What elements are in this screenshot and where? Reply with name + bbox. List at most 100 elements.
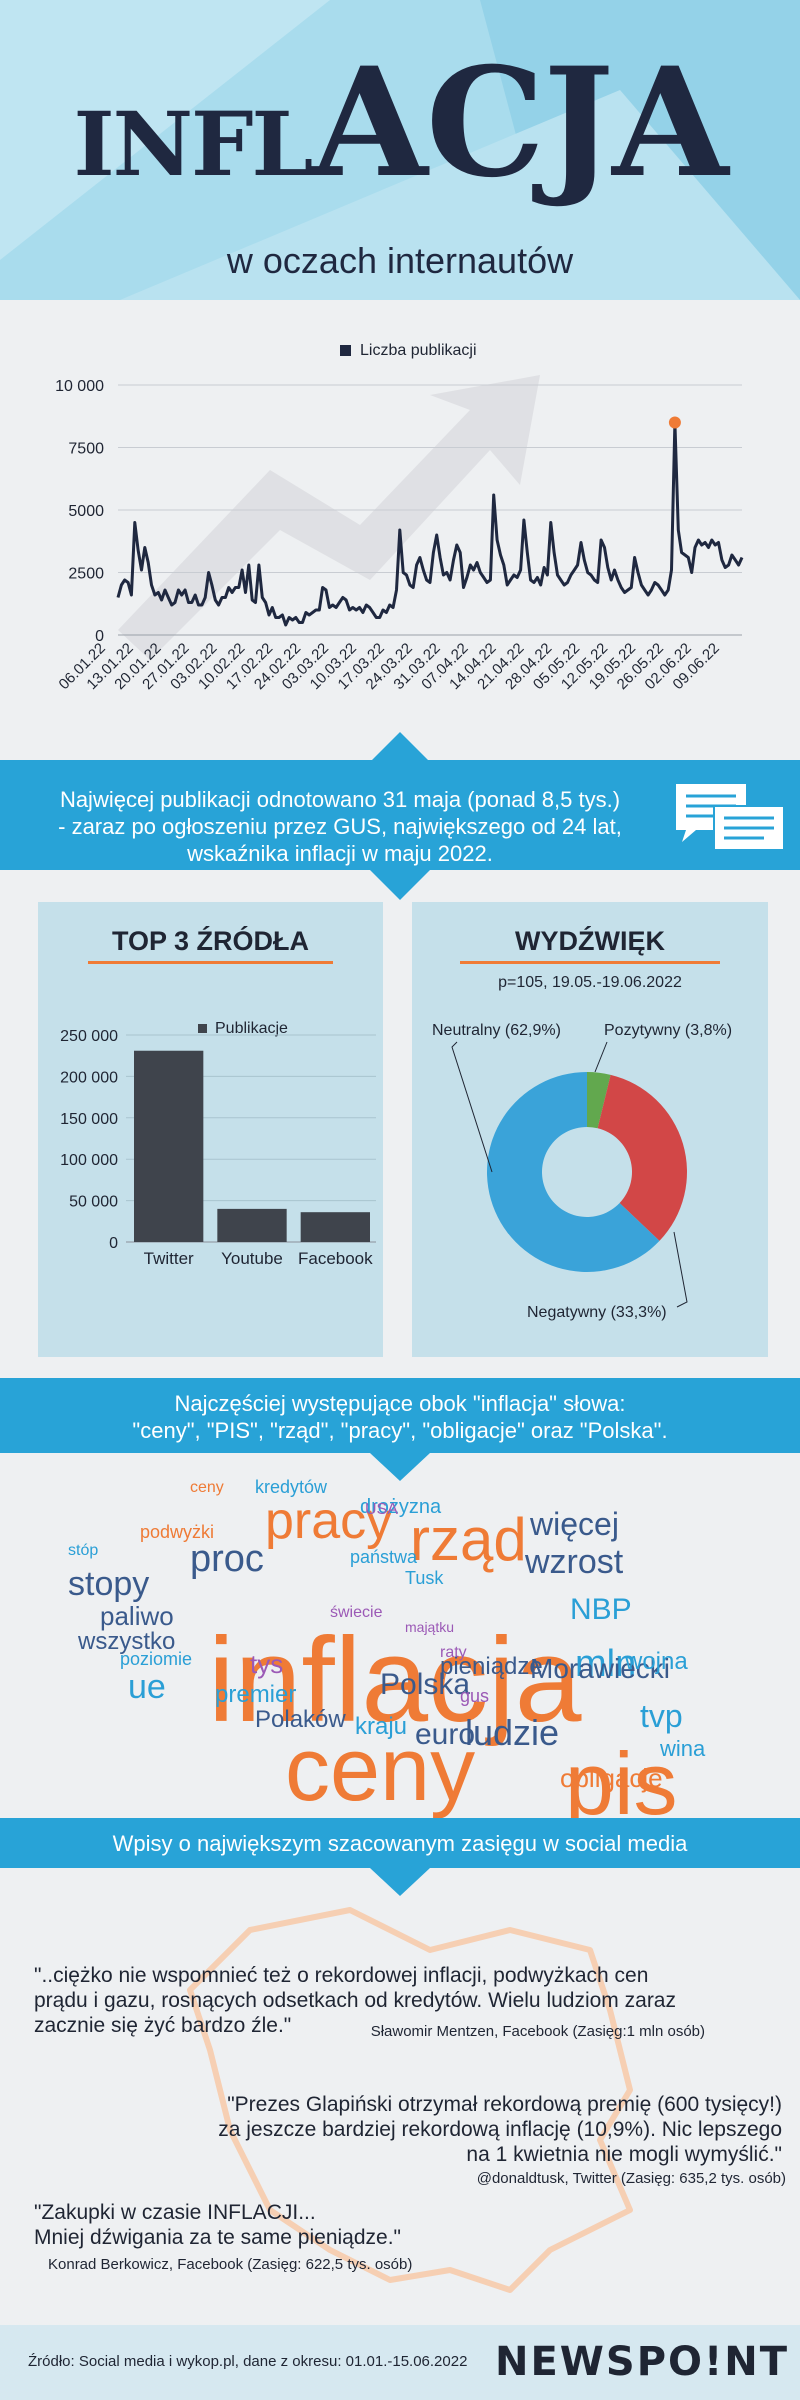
sentiment-title-rule (460, 961, 720, 964)
pie-leader-line (451, 1041, 493, 1173)
quote-3: "Zakupki w czasie INFLACJI... Mniej dźwi… (34, 2201, 401, 2249)
word-proc: proc (190, 1538, 264, 1580)
word-raty: raty (440, 1644, 467, 1661)
words-text: Najczęściej występujące obok "inflacja" … (132, 1391, 668, 1443)
word-kraju: kraju (355, 1713, 408, 1740)
word-rząd: rząd (410, 1506, 527, 1573)
sentiment-title: WYDŹWIĘK (515, 926, 665, 956)
word-pis: pis (565, 1734, 678, 1833)
y-tick-label: 200 000 (60, 1069, 118, 1086)
peak-marker (668, 416, 681, 429)
pie-leader-line (594, 1041, 608, 1073)
page-subtitle: w oczach internautów (226, 240, 574, 281)
word-świecie: świecie (330, 1604, 383, 1621)
word-wszystko: wszystko (78, 1628, 176, 1655)
word-więcej: więcej (530, 1506, 619, 1542)
word-obligacje: obligacje (560, 1763, 663, 1793)
quote-1-source: Sławomir Mentzen, Facebook (Zasięg:1 mln… (370, 2023, 705, 2040)
word-stóp: stóp (68, 1542, 99, 1559)
word-polaków: Polaków (255, 1706, 346, 1733)
word-ludzie: ludzie (465, 1712, 560, 1753)
word-drożyzna: drożyzna (360, 1496, 442, 1518)
word-ue: ue (128, 1668, 166, 1706)
word-paliwo: paliwo (100, 1601, 174, 1631)
y-tick-label: 250 000 (60, 1028, 118, 1045)
pie-label: Negatywny (33,3%) (527, 1304, 667, 1321)
line-chart-section: Liczba publikacji 10 000 7500 5000 2500 0 06.0… (0, 300, 800, 760)
trend-arrow-icon (118, 375, 540, 660)
top3-title-rule (88, 961, 333, 964)
word-wojna: wojna (625, 1648, 688, 1675)
word-polska: Polska (380, 1668, 471, 1701)
y-tick-label: 2500 (68, 566, 104, 583)
word-majątku: majątku (405, 1619, 455, 1635)
quote-2-source: @donaldtusk, Twitter (Zasięg: 635,2 tys.… (476, 2170, 786, 2187)
x-tick-label: Facebook (298, 1249, 373, 1268)
band-arrow (370, 732, 430, 762)
pie-leader-line (673, 1231, 688, 1308)
word-ceny: ceny (285, 1720, 476, 1820)
y-tick-label: 10 000 (55, 378, 104, 395)
x-tick-label: Twitter (144, 1249, 194, 1268)
reach-text: Wpisy o największym szacowanym zasięgu w… (112, 1831, 688, 1856)
legend-label: Publikacje (215, 1020, 288, 1037)
highlight-band: Najwięcej publikacji odnotowano 31 maja … (0, 732, 800, 900)
band-arrow-down (370, 870, 430, 900)
pie-chart: Pozytywny (3,8%) Negatywny (33,3%) Neutral… (432, 1022, 732, 1321)
word-gus: gus (460, 1686, 490, 1706)
word-morawiecki: Morawiecki (530, 1653, 671, 1684)
x-tick-label: Youtube (221, 1249, 283, 1268)
bar-youtube (217, 1208, 287, 1242)
y-tick-label: 0 (95, 628, 104, 645)
header: INFLACJA w oczach internautów (0, 0, 800, 300)
words-band: Najczęściej występujące obok "inflacja" … (0, 1378, 800, 1481)
word-premier: premier (215, 1681, 297, 1708)
word-pracy: pracy (265, 1492, 393, 1550)
top3-title: TOP 3 ŹRÓDŁA (111, 926, 310, 956)
pie-label: Neutralny (62,9%) (432, 1022, 561, 1039)
word-inflacja: inflacja (208, 1613, 582, 1747)
band-arrow-down (370, 1868, 430, 1896)
word-mln: mln (575, 1643, 637, 1685)
highlight-text: Najwięcej publikacji odnotowano 31 maja … (58, 787, 622, 866)
word-podwyżki: podwyżki (140, 1522, 215, 1542)
top3-panel: TOP 3 ŹRÓDŁA Publikacje 250 000 200 000 150… (38, 902, 383, 1357)
pie-slice (486, 1072, 660, 1272)
band-arrow-down (370, 1453, 430, 1481)
y-tick-label: 50 000 (69, 1194, 118, 1211)
y-tick-label: 150 000 (60, 1111, 118, 1128)
footer-source: Źródło: Social media i wykop.pl, dane z … (28, 2353, 468, 2370)
bar-facebook (300, 1212, 370, 1242)
pie-slice (587, 1072, 611, 1129)
word-kredytów: kredytów (255, 1477, 328, 1497)
quote-3-source: Konrad Berkowicz, Facebook (Zasięg: 622,… (48, 2256, 413, 2273)
word-poziomie: poziomie (120, 1649, 193, 1669)
legend-swatch (198, 1024, 207, 1033)
word-nbp: NBP (570, 1593, 632, 1626)
sentiment-panel: WYDŹWIĘK p=105, 19.05.-19.06.2022 Pozyty… (412, 902, 768, 1357)
word-stopy: stopy (68, 1565, 150, 1603)
word-pieniądze: pieniądze (440, 1653, 543, 1680)
word-tusk: Tusk (405, 1568, 444, 1588)
series-line (116, 421, 744, 627)
bar-chart: Publikacje 250 000 200 000 150 000 100 000 50… (60, 1020, 376, 1268)
quote-2: "Prezes Glapiński otrzymał rekordową pre… (218, 2093, 782, 2166)
page-title: INFLACJA (73, 35, 728, 211)
header-background (0, 0, 800, 300)
chat-bubbles-icon (676, 784, 785, 851)
word-państwa: państwa (350, 1547, 418, 1567)
word-tvp: tvp (640, 1698, 683, 1734)
word-tys: tys (250, 1649, 284, 1679)
pie-label: Pozytywny (3,8%) (604, 1022, 732, 1039)
sentiment-subtitle: p=105, 19.05.-19.06.2022 (498, 974, 682, 991)
bar-twitter (134, 1050, 204, 1242)
y-tick-label: 7500 (68, 441, 104, 458)
word-usa: USA (365, 1501, 398, 1518)
word-wzrost: wzrost (525, 1543, 624, 1581)
poland-outline-icon (187, 1907, 633, 2293)
word-cloud: inflacja ceny pis rząd pracy mln ludzie euro ue P… (60, 1470, 740, 1828)
y-tick-label: 0 (109, 1235, 118, 1252)
footer: Źródło: Social media i wykop.pl, dane z … (0, 2325, 800, 2400)
word-ceny: ceny (190, 1479, 224, 1496)
